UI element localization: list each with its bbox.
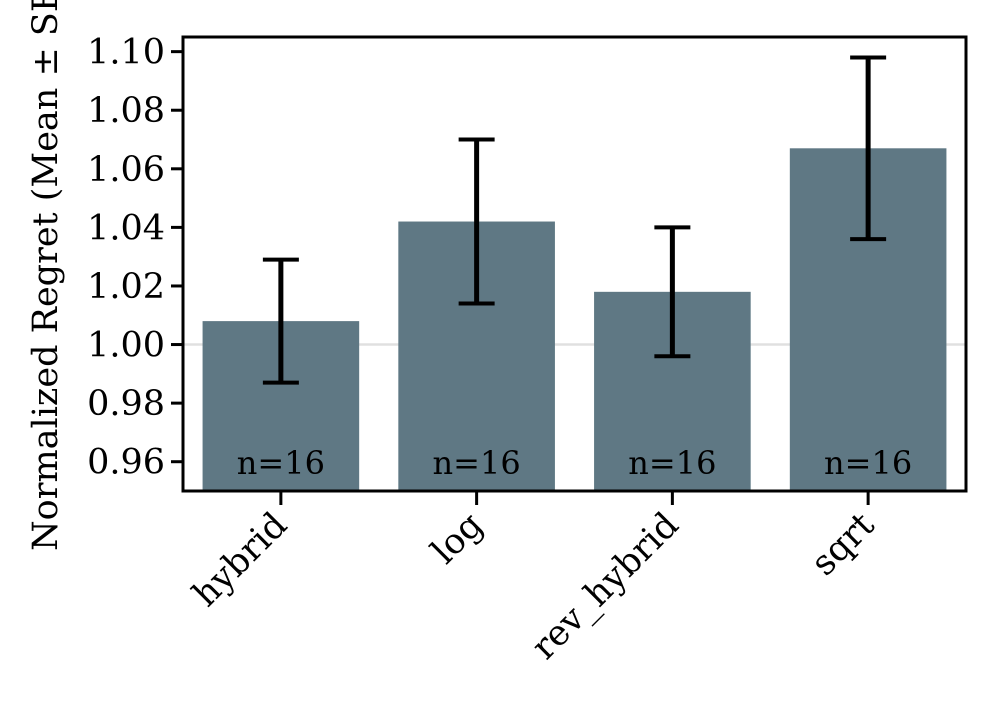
bar-label-hybrid: n=16 bbox=[237, 444, 325, 482]
x-axis: hybrid log rev_hybrid sqrt bbox=[186, 491, 883, 668]
y-axis: 0.96 0.98 1.00 1.02 1.04 1.06 1.08 1.10 bbox=[87, 33, 183, 483]
y-axis-label: Normalized Regret (Mean ± SEM) bbox=[26, 0, 66, 551]
bar-label-log: n=16 bbox=[433, 444, 521, 482]
y-tick-label: 1.00 bbox=[87, 326, 165, 366]
bar-label-sqrt: n=16 bbox=[824, 444, 912, 482]
x-tick-label-log: log bbox=[424, 505, 491, 572]
bars bbox=[202, 148, 947, 491]
bar-count-labels: n=16 n=16 n=16 n=16 bbox=[237, 444, 912, 482]
y-tick-label: 0.96 bbox=[87, 443, 165, 483]
y-tick-label: 1.06 bbox=[87, 150, 165, 190]
x-tick-label-rev_hybrid: rev_hybrid bbox=[524, 505, 686, 667]
y-tick-label: 1.10 bbox=[87, 33, 165, 73]
x-tick-label-sqrt: sqrt bbox=[804, 505, 883, 584]
y-tick-label: 1.02 bbox=[87, 267, 165, 307]
x-tick-label-hybrid: hybrid bbox=[186, 505, 296, 615]
error-bars bbox=[262, 55, 887, 385]
y-tick-label: 1.08 bbox=[87, 91, 165, 131]
plot-frame bbox=[181, 35, 968, 493]
bar-label-rev_hybrid: n=16 bbox=[628, 444, 716, 482]
y-tick-label: 0.98 bbox=[87, 384, 165, 424]
y-tick-label: 1.04 bbox=[87, 208, 165, 248]
